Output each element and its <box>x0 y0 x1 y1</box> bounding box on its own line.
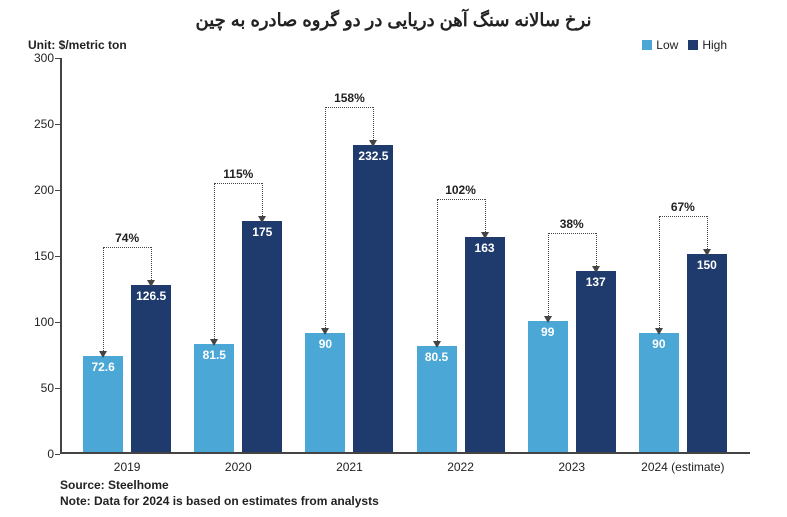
x-category-label: 2021 <box>336 460 363 474</box>
arrow-down-icon <box>99 351 107 358</box>
pct-bracket-leg <box>151 247 152 280</box>
pct-bracket-leg <box>596 233 597 266</box>
arrow-down-icon <box>481 232 489 239</box>
arrow-down-icon <box>321 328 329 335</box>
arrow-down-icon <box>433 341 441 348</box>
arrow-down-icon <box>703 249 711 256</box>
legend-swatch-high <box>688 40 698 50</box>
bar-high-value: 163 <box>455 241 515 255</box>
bar-low-value: 72.6 <box>73 360 133 374</box>
bar-high: 232.5 <box>353 145 393 452</box>
bar-high: 126.5 <box>131 285 171 452</box>
bar-high: 150 <box>687 254 727 452</box>
arrow-down-icon <box>147 280 155 287</box>
pct-bracket <box>325 107 373 108</box>
arrow-down-icon <box>369 140 377 147</box>
y-tick-mark <box>55 454 60 455</box>
x-category-label: 2019 <box>114 460 141 474</box>
pct-bracket-leg <box>103 247 104 351</box>
x-category-label: 2023 <box>558 460 585 474</box>
pct-bracket-leg <box>707 216 708 249</box>
chart-title: نرخ سالانه سنگ آهن دریایی در دو گروه صاد… <box>0 10 787 31</box>
bar-high-value: 175 <box>232 225 292 239</box>
bar-high-value: 126.5 <box>121 289 181 303</box>
bar-low: 90 <box>305 333 345 452</box>
bar-high: 175 <box>242 221 282 452</box>
arrow-down-icon <box>544 316 552 323</box>
pct-bracket <box>214 183 262 184</box>
pct-bracket-leg <box>437 199 438 341</box>
pct-label: 102% <box>445 183 476 197</box>
chart-footer: Source: Steelhome Note: Data for 2024 is… <box>60 477 379 509</box>
pct-bracket-leg <box>325 107 326 328</box>
legend-item-high: High <box>688 38 727 52</box>
y-tick-mark <box>55 388 60 389</box>
source-line: Source: Steelhome <box>60 477 379 493</box>
bar-low-value: 90 <box>629 337 689 351</box>
bar-low-value: 81.5 <box>184 348 244 362</box>
pct-bracket-leg <box>548 233 549 316</box>
legend-label-low: Low <box>656 38 678 52</box>
legend-item-low: Low <box>642 38 678 52</box>
bar-high-value: 137 <box>566 275 626 289</box>
legend-swatch-low <box>642 40 652 50</box>
legend: Low High <box>642 38 727 52</box>
y-tick-mark <box>55 58 60 59</box>
pct-bracket-leg <box>373 107 374 140</box>
bar-high-value: 150 <box>677 258 737 272</box>
y-tick-label: 150 <box>22 249 54 263</box>
pct-bracket-leg <box>214 183 215 339</box>
arrow-down-icon <box>258 216 266 223</box>
y-tick-label: 0 <box>22 447 54 461</box>
pct-label: 38% <box>560 217 584 231</box>
y-tick-label: 50 <box>22 381 54 395</box>
pct-label: 67% <box>671 200 695 214</box>
y-tick-mark <box>55 256 60 257</box>
y-tick-mark <box>55 124 60 125</box>
plot-area: 05010015020025030072.6126.574%201981.517… <box>60 58 750 454</box>
bar-high-value: 232.5 <box>343 149 403 163</box>
arrow-down-icon <box>655 328 663 335</box>
y-tick-mark <box>55 190 60 191</box>
pct-bracket-leg <box>262 183 263 216</box>
pct-bracket <box>103 247 151 248</box>
pct-label: 74% <box>115 231 139 245</box>
x-category-label: 2024 (estimate) <box>641 460 724 474</box>
y-tick-mark <box>55 322 60 323</box>
bar-low: 90 <box>639 333 679 452</box>
pct-bracket <box>437 199 485 200</box>
pct-label: 115% <box>223 167 253 181</box>
pct-bracket <box>659 216 707 217</box>
arrow-down-icon <box>210 339 218 346</box>
y-axis <box>60 58 62 454</box>
bar-low: 99 <box>528 321 568 452</box>
pct-bracket-leg <box>485 199 486 232</box>
bar-high: 137 <box>576 271 616 452</box>
bar-low-value: 90 <box>295 337 355 351</box>
bar-low-value: 99 <box>518 325 578 339</box>
pct-label: 158% <box>334 91 365 105</box>
note-line: Note: Data for 2024 is based on estimate… <box>60 493 379 509</box>
pct-bracket-leg <box>659 216 660 328</box>
legend-label-high: High <box>702 38 727 52</box>
y-tick-label: 100 <box>22 315 54 329</box>
x-category-label: 2022 <box>447 460 474 474</box>
unit-label: Unit: $/metric ton <box>28 38 127 52</box>
y-tick-label: 300 <box>22 51 54 65</box>
bar-low: 72.6 <box>83 356 123 452</box>
y-tick-label: 250 <box>22 117 54 131</box>
arrow-down-icon <box>592 266 600 273</box>
bar-low: 80.5 <box>417 346 457 452</box>
pct-bracket <box>548 233 596 234</box>
bar-low-value: 80.5 <box>407 350 467 364</box>
chart-root: نرخ سالانه سنگ آهن دریایی در دو گروه صاد… <box>0 0 787 517</box>
bar-high: 163 <box>465 237 505 452</box>
bar-low: 81.5 <box>194 344 234 452</box>
x-axis <box>60 452 750 454</box>
y-tick-label: 200 <box>22 183 54 197</box>
x-category-label: 2020 <box>225 460 252 474</box>
